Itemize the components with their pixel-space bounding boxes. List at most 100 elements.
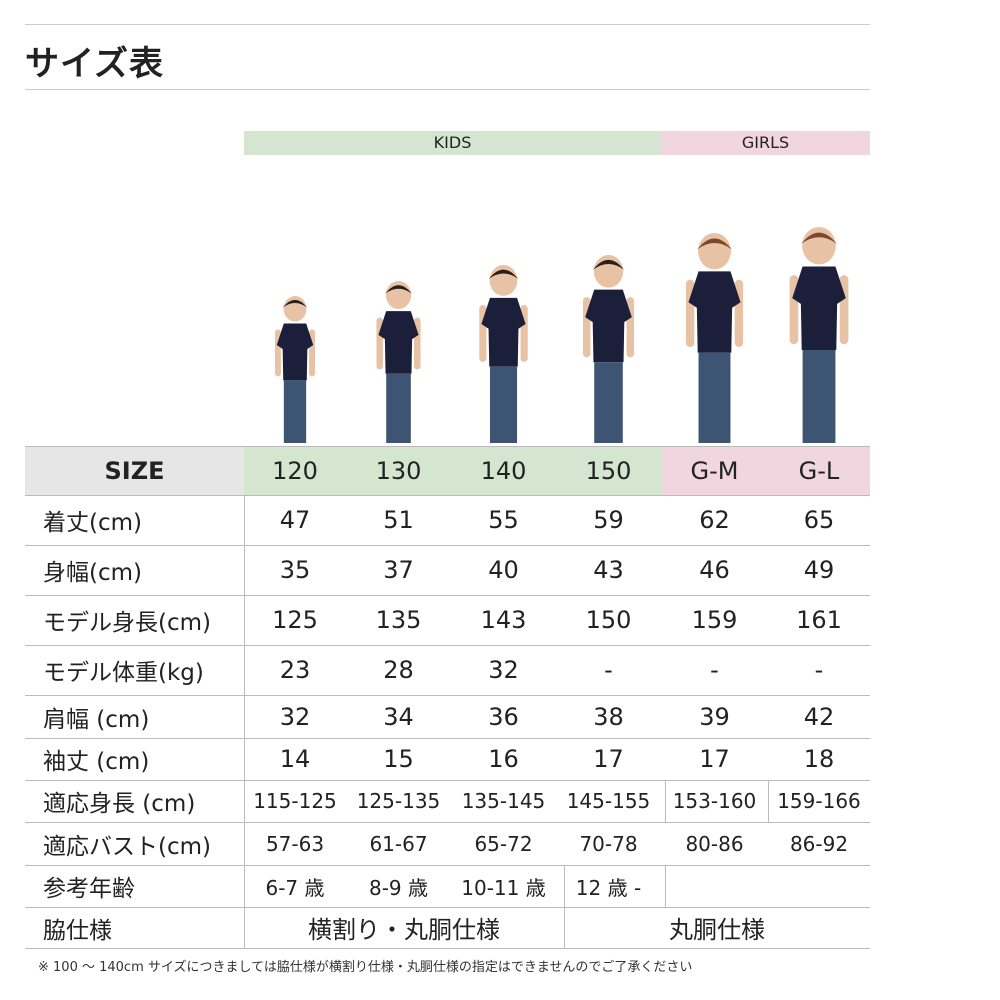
row-value: 35 bbox=[279, 556, 311, 584]
model-hair bbox=[488, 269, 519, 279]
row-value: 135-145 bbox=[461, 789, 546, 813]
t-shirt bbox=[481, 297, 526, 367]
column-divider bbox=[564, 865, 565, 907]
row-value: 23 bbox=[279, 656, 311, 684]
row-value: 34 bbox=[383, 702, 414, 731]
row-value: 65 bbox=[803, 506, 835, 534]
row-value: 38 bbox=[593, 702, 624, 731]
model-hair bbox=[385, 285, 412, 294]
row-label: 肩幅 (cm) bbox=[43, 706, 150, 733]
row-value: 36 bbox=[488, 702, 519, 731]
row-value: 47 bbox=[279, 506, 311, 534]
size-header-cell: 140 bbox=[451, 446, 556, 495]
row-value bbox=[768, 865, 870, 907]
row-value: 125 bbox=[272, 606, 318, 634]
row-label: モデル体重(kg) bbox=[43, 660, 204, 686]
row-value: 153-160 bbox=[672, 789, 757, 813]
size-header-label: SIZE bbox=[25, 446, 244, 495]
row-value: 159-166 bbox=[777, 789, 861, 813]
row-value: 32 bbox=[279, 702, 311, 731]
size-header-cell: 150 bbox=[556, 446, 661, 495]
row-value: 49 bbox=[803, 556, 835, 584]
row-value: 80-86 bbox=[685, 831, 744, 856]
row-label: 着丈(cm) bbox=[43, 510, 142, 536]
model-photos bbox=[275, 227, 849, 443]
size-header-cell: 130 bbox=[346, 446, 451, 495]
jeans bbox=[283, 380, 307, 443]
row-value: 46 bbox=[699, 556, 730, 584]
size-header-cell: G-L bbox=[768, 446, 870, 495]
t-shirt bbox=[688, 271, 741, 353]
row-value bbox=[661, 865, 768, 907]
row-value: 6-7 歳 bbox=[265, 875, 325, 900]
row-value: 17 bbox=[699, 745, 730, 773]
row-value: 51 bbox=[383, 506, 414, 534]
top-divider bbox=[25, 24, 870, 25]
model-head bbox=[802, 227, 836, 265]
row-divider bbox=[25, 545, 870, 546]
row-value: 70-78 bbox=[579, 831, 638, 856]
row-value: - bbox=[710, 656, 719, 684]
row-value: 39 bbox=[699, 702, 730, 731]
row-label: 参考年齢 bbox=[43, 876, 135, 902]
row-value: 8-9 歳 bbox=[368, 875, 429, 900]
jeans bbox=[802, 349, 836, 443]
size-header-cell: 120 bbox=[244, 446, 346, 495]
size-header-cell: G-M bbox=[661, 446, 768, 495]
row-label: モデル身長(cm) bbox=[43, 610, 211, 636]
row-label: 袖丈 (cm) bbox=[43, 749, 150, 775]
t-shirt bbox=[276, 323, 314, 381]
kids-group-header: KIDS bbox=[244, 131, 661, 155]
model-hair bbox=[593, 259, 624, 270]
row-divider bbox=[25, 822, 870, 823]
page-title: サイズ表 bbox=[25, 44, 164, 84]
row-divider bbox=[25, 645, 870, 646]
row-divider bbox=[25, 695, 870, 696]
model-hair bbox=[801, 232, 837, 244]
row-value: 横割り・丸胴仕様 bbox=[308, 916, 500, 944]
row-value: - bbox=[604, 656, 613, 684]
footnote: ※ 100 〜 140cm サイズにつきましては脇仕様が横割り仕様・丸胴仕様の指… bbox=[38, 960, 693, 975]
row-value: 55 bbox=[488, 506, 519, 534]
row-divider bbox=[25, 446, 870, 447]
row-value: 16 bbox=[488, 745, 519, 773]
label-column-divider bbox=[244, 495, 245, 948]
row-value: 18 bbox=[803, 745, 835, 773]
row-value: 61-67 bbox=[369, 831, 428, 856]
row-value: 10-11 歳 bbox=[461, 875, 546, 900]
column-divider bbox=[665, 865, 666, 907]
jeans bbox=[594, 362, 623, 443]
row-value: 57-63 bbox=[265, 831, 325, 856]
row-value: 86-92 bbox=[789, 831, 849, 856]
row-value: 143 bbox=[480, 606, 527, 634]
row-value: 14 bbox=[279, 745, 311, 773]
row-label: 適応バスト(cm) bbox=[43, 833, 211, 860]
jeans bbox=[698, 352, 731, 443]
row-value: 135 bbox=[375, 606, 422, 634]
row-value: 150 bbox=[585, 606, 632, 634]
title-divider bbox=[25, 89, 870, 90]
girls-group-header: GIRLS bbox=[661, 131, 870, 155]
t-shirt bbox=[792, 266, 846, 350]
model-head bbox=[489, 265, 518, 296]
row-value: 59 bbox=[593, 506, 624, 534]
row-value: 115-125 bbox=[253, 789, 337, 813]
row-value: 37 bbox=[383, 556, 414, 584]
row-label: 脇仕様 bbox=[43, 917, 112, 944]
row-value: 32 bbox=[488, 656, 519, 684]
row-value: 125-135 bbox=[356, 789, 441, 813]
row-divider bbox=[25, 948, 870, 949]
row-label: 身幅(cm) bbox=[43, 560, 142, 586]
column-divider bbox=[564, 907, 565, 948]
column-divider bbox=[665, 780, 666, 822]
row-divider bbox=[25, 865, 870, 866]
row-value: - bbox=[814, 656, 824, 684]
row-value: 65-72 bbox=[474, 831, 533, 856]
row-label: 適応身長 (cm) bbox=[43, 791, 196, 817]
row-value: 40 bbox=[488, 556, 519, 584]
model-hair bbox=[282, 299, 308, 308]
row-value: 62 bbox=[699, 506, 730, 534]
row-value: 丸胴仕様 bbox=[669, 916, 765, 944]
row-value: 145-155 bbox=[566, 789, 651, 813]
